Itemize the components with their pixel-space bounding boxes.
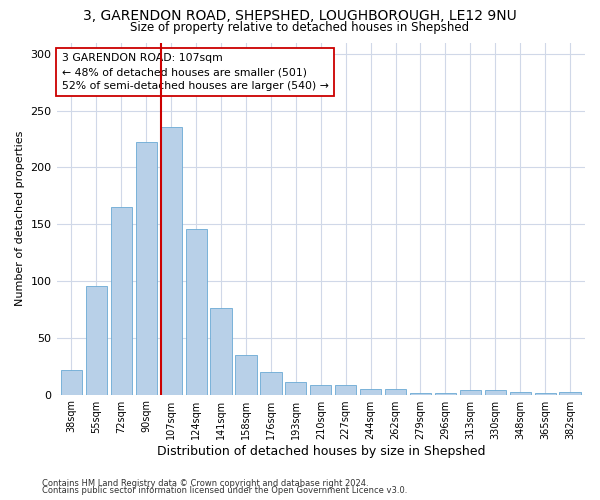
Bar <box>136 142 157 394</box>
Bar <box>335 386 356 394</box>
Bar <box>285 382 307 394</box>
Bar <box>61 370 82 394</box>
Text: Contains HM Land Registry data © Crown copyright and database right 2024.: Contains HM Land Registry data © Crown c… <box>42 478 368 488</box>
Bar <box>460 390 481 394</box>
Bar <box>111 207 132 394</box>
Bar <box>260 372 281 394</box>
Bar <box>385 389 406 394</box>
Bar <box>211 308 232 394</box>
X-axis label: Distribution of detached houses by size in Shepshed: Distribution of detached houses by size … <box>157 444 485 458</box>
Bar <box>161 126 182 394</box>
Bar <box>485 390 506 394</box>
Bar <box>559 392 581 394</box>
Text: Contains public sector information licensed under the Open Government Licence v3: Contains public sector information licen… <box>42 486 407 495</box>
Bar <box>185 229 207 394</box>
Text: Size of property relative to detached houses in Shepshed: Size of property relative to detached ho… <box>130 21 470 34</box>
Bar <box>360 389 381 394</box>
Bar <box>509 392 531 394</box>
Y-axis label: Number of detached properties: Number of detached properties <box>15 131 25 306</box>
Bar <box>235 355 257 395</box>
Text: 3, GARENDON ROAD, SHEPSHED, LOUGHBOROUGH, LE12 9NU: 3, GARENDON ROAD, SHEPSHED, LOUGHBOROUGH… <box>83 9 517 23</box>
Bar <box>86 286 107 395</box>
Text: 3 GARENDON ROAD: 107sqm
← 48% of detached houses are smaller (501)
52% of semi-d: 3 GARENDON ROAD: 107sqm ← 48% of detache… <box>62 53 329 91</box>
Bar <box>310 386 331 394</box>
